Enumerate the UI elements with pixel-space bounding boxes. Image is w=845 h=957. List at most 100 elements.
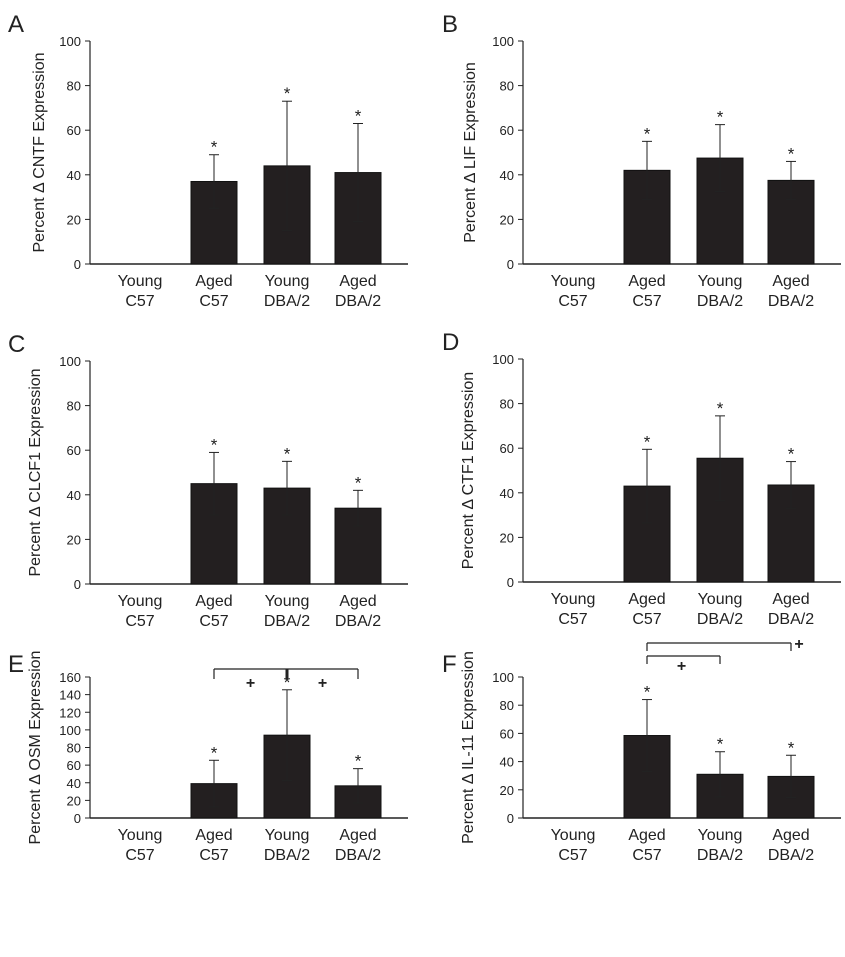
- panel-f-ytick-label: 0: [507, 811, 514, 826]
- panel-d-category-label-line2: DBA/2: [768, 611, 814, 628]
- panel-e-category-label-line2: C57: [125, 847, 154, 864]
- panel-f-ytick-label: 60: [500, 726, 514, 741]
- panel-c-category-label-line1: Aged: [339, 593, 376, 610]
- panel-b-significance-star: *: [644, 124, 651, 143]
- panel-e-category-label-line2: C57: [199, 847, 228, 864]
- panel-f-category-label-line2: DBA/2: [768, 847, 814, 864]
- panel-b-ytick-label: 100: [492, 34, 514, 49]
- panel-c-category-label-line1: Aged: [195, 593, 232, 610]
- panel-c-category-label-line2: C57: [125, 613, 154, 630]
- panel-e-ytick-label: 140: [59, 688, 81, 703]
- panel-e-ytick-label: 20: [67, 793, 81, 808]
- panel-a-ytick-label: 60: [67, 123, 81, 138]
- panel-f-letter: F: [442, 651, 457, 678]
- panel-a-category-label-line1: Aged: [195, 273, 232, 290]
- panel-c-category-label-line1: Young: [265, 593, 310, 610]
- panel-e-ytick-label: 80: [67, 741, 81, 756]
- panel-c-significance-star: *: [284, 444, 291, 463]
- panel-f-bracket-label: +: [677, 658, 686, 675]
- panel-e-ytick-label: 160: [59, 670, 81, 685]
- panel-d-ylabel: Percent Δ CTF1 Expression: [460, 372, 477, 569]
- panel-e-ytick-label: 120: [59, 705, 81, 720]
- panel-b-category-label-line1: Young: [698, 273, 743, 290]
- panel-b-ytick-label: 0: [507, 257, 514, 272]
- panel-f-significance-star: *: [788, 738, 795, 757]
- panel-a-ytick-label: 0: [74, 257, 81, 272]
- panel-f-category-label-line1: Young: [698, 827, 743, 844]
- panel-e-ytick-label: 0: [74, 811, 81, 826]
- panel-e-category-label-line2: DBA/2: [264, 847, 310, 864]
- panel-f-category-label-line2: C57: [558, 847, 587, 864]
- panel-a-ytick-label: 80: [67, 79, 81, 94]
- panel-d-category-label-line1: Aged: [628, 591, 665, 608]
- panel-e-ylabel: Percent Δ OSM Expression: [27, 651, 44, 845]
- panel-a-category-label-line1: Young: [118, 273, 163, 290]
- panel-b-significance-star: *: [717, 108, 724, 127]
- panel-d-letter: D: [442, 329, 459, 356]
- panel-a-significance-star: *: [284, 84, 291, 103]
- panel-c-ytick-label: 80: [67, 399, 81, 414]
- panel-d-significance-star: *: [717, 399, 724, 418]
- panel-e-category-label-line1: Aged: [195, 827, 232, 844]
- panel-d-ytick-label: 40: [500, 486, 514, 501]
- panel-d-category-label-line2: DBA/2: [697, 611, 743, 628]
- panel-f-significance-star: *: [644, 683, 651, 702]
- panel-e-bracket-label: +: [246, 675, 255, 692]
- panel-f-ytick-label: 20: [500, 783, 514, 798]
- panel-e-significance-star: *: [211, 743, 218, 762]
- panel-e-ytick-label: 40: [67, 776, 81, 791]
- panel-b-ytick-label: 20: [500, 212, 514, 227]
- panel-d-ytick-label: 80: [500, 397, 514, 412]
- panel-c-ytick-label: 60: [67, 443, 81, 458]
- panel-c-ytick-label: 40: [67, 488, 81, 503]
- panel-b-ytick-label: 80: [500, 79, 514, 94]
- panel-a-significance-star: *: [355, 107, 362, 126]
- panel-b-category-label-line1: Young: [551, 273, 596, 290]
- panel-b-letter: B: [442, 11, 458, 38]
- panel-f-category-label-line1: Young: [551, 827, 596, 844]
- panel-f-ytick-label: 40: [500, 755, 514, 770]
- panel-e-significance-star: *: [284, 673, 291, 692]
- panel-d-ytick-label: 60: [500, 441, 514, 456]
- panel-c-significance-star: *: [211, 435, 218, 454]
- panel-c-category-label-line2: C57: [199, 613, 228, 630]
- panel-a-ytick-label: 40: [67, 168, 81, 183]
- panel-f-ytick-label: 80: [500, 698, 514, 713]
- panel-d-ytick-label: 100: [492, 352, 514, 367]
- panel-a-category-label-line2: DBA/2: [335, 293, 381, 310]
- panel-c-ytick-label: 0: [74, 577, 81, 592]
- panel-a-category-label-line2: C57: [125, 293, 154, 310]
- panel-d-significance-star: *: [788, 445, 795, 464]
- panel-c-letter: C: [8, 331, 25, 358]
- panel-f-ylabel: Percent Δ IL-11 Expression: [460, 651, 477, 844]
- panel-b-category-label-line1: Aged: [628, 273, 665, 290]
- panel-d-category-label-line1: Aged: [772, 591, 809, 608]
- panel-f-category-label-line2: C57: [632, 847, 661, 864]
- panel-e-category-label-line1: Young: [265, 827, 310, 844]
- panel-a-ytick-label: 20: [67, 212, 81, 227]
- panel-a-category-label-line1: Aged: [339, 273, 376, 290]
- panel-d-category-label-line1: Young: [551, 591, 596, 608]
- panel-c-ylabel: Percent Δ CLCF1 Expression: [27, 368, 44, 576]
- panel-c-category-label-line1: Young: [118, 593, 163, 610]
- panel-a-category-label-line2: C57: [199, 293, 228, 310]
- panel-a-category-label-line1: Young: [265, 273, 310, 290]
- panel-e-category-label-line1: Young: [118, 827, 163, 844]
- panel-d-category-label-line2: C57: [632, 611, 661, 628]
- panel-a-letter: A: [8, 11, 24, 38]
- panel-a-ylabel: Percent Δ CNTF Expression: [31, 52, 48, 252]
- panel-d-ytick-label: 0: [507, 575, 514, 590]
- panel-e-letter: E: [8, 651, 24, 678]
- panel-b-ytick-label: 40: [500, 168, 514, 183]
- panel-c-category-label-line2: DBA/2: [264, 613, 310, 630]
- panel-f-ytick-label: 100: [492, 670, 514, 685]
- panel-c-significance-star: *: [355, 473, 362, 492]
- panel-f-category-label-line1: Aged: [772, 827, 809, 844]
- panel-e-category-label-line1: Aged: [339, 827, 376, 844]
- panel-f-significance-star: *: [717, 735, 724, 754]
- panel-d-ytick-label: 20: [500, 530, 514, 545]
- panel-b-significance-star: *: [788, 144, 795, 163]
- panel-d-category-label-line2: C57: [558, 611, 587, 628]
- panel-b-category-label-line2: C57: [558, 293, 587, 310]
